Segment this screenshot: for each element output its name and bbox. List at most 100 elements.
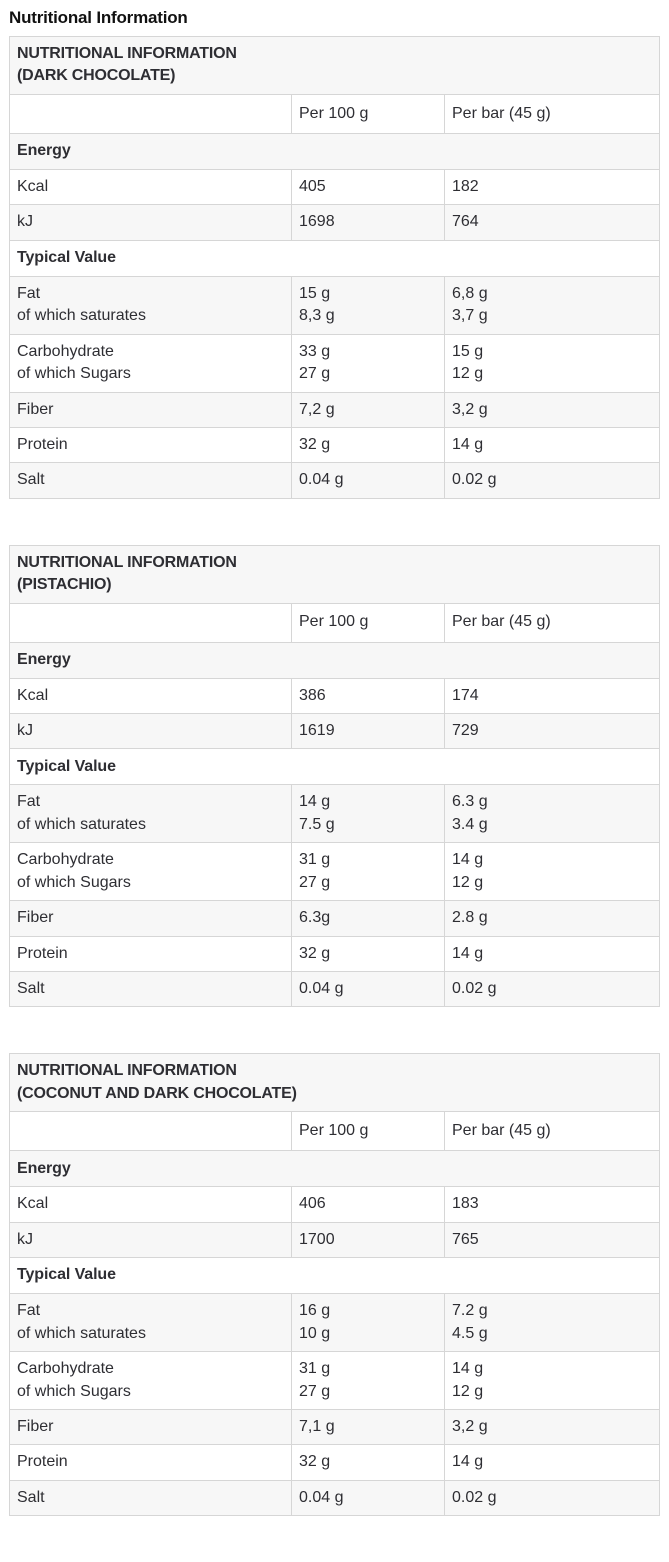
- value-per-100g: 0.04 g: [291, 971, 445, 1008]
- row-label: Fiber: [9, 391, 292, 428]
- row-label: kJ: [9, 712, 292, 750]
- value-per-bar: 2.8 g: [443, 900, 661, 937]
- table-row: Carbohydrate of which Sugars 33 g 27 g 1…: [9, 333, 661, 393]
- value-per-100g: 32 g: [291, 426, 445, 464]
- value-per-100g: 406: [291, 1186, 445, 1223]
- section-row-typical-value: Typical Value: [8, 1257, 661, 1295]
- value-per-bar: 3,2 g: [443, 1409, 661, 1446]
- nutrition-page: Nutritional Information NUTRITIONAL INFO…: [8, 8, 661, 1517]
- value-per-bar: 3,2 g: [443, 391, 661, 428]
- nutrition-table-dark-chocolate: NUTRITIONAL INFORMATION (DARK CHOCOLATE)…: [8, 36, 661, 499]
- row-label: Fiber: [9, 900, 292, 937]
- row-label: Fiber: [9, 1409, 292, 1446]
- row-label: Kcal: [9, 1186, 292, 1223]
- value-per-bar: 182: [443, 168, 661, 206]
- table-title-row: NUTRITIONAL INFORMATION (COCONUT AND DAR…: [8, 1053, 661, 1113]
- value-per-bar: 14 g: [443, 426, 661, 464]
- value-per-bar: 765: [443, 1221, 661, 1259]
- column-header-empty: [9, 602, 292, 643]
- column-header-per-100g: Per 100 g: [291, 602, 445, 643]
- column-header-empty: [9, 93, 292, 134]
- value-per-bar: 764: [443, 204, 661, 241]
- row-label: Protein: [9, 1444, 292, 1481]
- value-per-100g: 32 g: [291, 1444, 445, 1481]
- row-label: Fat of which saturates: [9, 275, 292, 335]
- value-per-100g: 0.04 g: [291, 462, 445, 499]
- section-row-typical-value: Typical Value: [8, 239, 661, 277]
- value-per-100g: 386: [291, 677, 445, 714]
- column-header-row: Per 100 g Per bar (45 g): [9, 93, 661, 134]
- value-per-bar: 15 g 12 g: [443, 333, 661, 393]
- table-row: Protein 32 g 14 g: [9, 935, 661, 973]
- value-per-bar: 0.02 g: [443, 462, 661, 499]
- table-row: Fiber 7,1 g 3,2 g: [9, 1409, 661, 1446]
- section-header-energy: Energy: [8, 132, 661, 170]
- table-row: Fat of which saturates 16 g 10 g 7.2 g 4…: [9, 1293, 661, 1353]
- value-per-100g: 32 g: [291, 935, 445, 973]
- value-per-100g: 7,2 g: [291, 391, 445, 428]
- value-per-100g: 31 g 27 g: [291, 842, 445, 902]
- value-per-bar: 0.02 g: [443, 1479, 661, 1517]
- table-row: Fiber 6.3g 2.8 g: [9, 900, 661, 937]
- column-header-row: Per 100 g Per bar (45 g): [9, 1111, 661, 1152]
- table-title: NUTRITIONAL INFORMATION (DARK CHOCOLATE): [8, 36, 661, 95]
- value-per-100g: 405: [291, 168, 445, 206]
- column-header-empty: [9, 1111, 292, 1152]
- value-per-bar: 6,8 g 3,7 g: [443, 275, 661, 335]
- nutrition-table-coconut-dark-chocolate: NUTRITIONAL INFORMATION (COCONUT AND DAR…: [8, 1053, 661, 1517]
- value-per-100g: 1619: [291, 712, 445, 750]
- value-per-bar: 14 g 12 g: [443, 1351, 661, 1411]
- table-row: kJ 1619 729: [9, 712, 661, 750]
- column-header-per-bar: Per bar (45 g): [443, 1111, 661, 1152]
- column-header-row: Per 100 g Per bar (45 g): [9, 602, 661, 643]
- table-row: Kcal 406 183: [9, 1186, 661, 1223]
- table-row: Salt 0.04 g 0.02 g: [9, 1479, 661, 1517]
- table-row: Fiber 7,2 g 3,2 g: [9, 391, 661, 428]
- value-per-100g: 1700: [291, 1221, 445, 1259]
- row-label: Kcal: [9, 168, 292, 206]
- column-header-per-100g: Per 100 g: [291, 1111, 445, 1152]
- value-per-100g: 14 g 7.5 g: [291, 784, 445, 844]
- value-per-100g: 7,1 g: [291, 1409, 445, 1446]
- section-row-energy: Energy: [8, 1150, 661, 1188]
- table-title-row: NUTRITIONAL INFORMATION (DARK CHOCOLATE): [8, 36, 661, 95]
- value-per-bar: 0.02 g: [443, 971, 661, 1008]
- row-label: Salt: [9, 462, 292, 499]
- table-row: kJ 1698 764: [9, 204, 661, 241]
- table-row: Protein 32 g 14 g: [9, 426, 661, 464]
- table-row: Fat of which saturates 14 g 7.5 g 6.3 g …: [9, 784, 661, 844]
- table-row: kJ 1700 765: [9, 1221, 661, 1259]
- value-per-100g: 1698: [291, 204, 445, 241]
- section-header-typical-value: Typical Value: [8, 748, 661, 786]
- row-label: kJ: [9, 1221, 292, 1259]
- value-per-bar: 6.3 g 3.4 g: [443, 784, 661, 844]
- section-row-typical-value: Typical Value: [8, 748, 661, 786]
- row-label: Carbohydrate of which Sugars: [9, 842, 292, 902]
- row-label: Carbohydrate of which Sugars: [9, 333, 292, 393]
- row-label: Fat of which saturates: [9, 1293, 292, 1353]
- nutrition-table-pistachio: NUTRITIONAL INFORMATION (PISTACHIO) Per …: [8, 544, 661, 1008]
- row-label: Protein: [9, 935, 292, 973]
- table-title-row: NUTRITIONAL INFORMATION (PISTACHIO): [8, 544, 661, 604]
- value-per-100g: 33 g 27 g: [291, 333, 445, 393]
- value-per-bar: 174: [443, 677, 661, 714]
- table-row: Protein 32 g 14 g: [9, 1444, 661, 1481]
- section-header-energy: Energy: [8, 641, 661, 679]
- table-row: Kcal 405 182: [9, 168, 661, 206]
- page-title: Nutritional Information: [9, 8, 188, 27]
- column-header-per-bar: Per bar (45 g): [443, 602, 661, 643]
- section-row-energy: Energy: [8, 132, 661, 170]
- table-row: Carbohydrate of which Sugars 31 g 27 g 1…: [9, 1351, 661, 1411]
- table-title: NUTRITIONAL INFORMATION (COCONUT AND DAR…: [8, 1053, 661, 1113]
- table-row: Salt 0.04 g 0.02 g: [9, 462, 661, 499]
- value-per-100g: 6.3g: [291, 900, 445, 937]
- table-row: Kcal 386 174: [9, 677, 661, 714]
- table-row: Fat of which saturates 15 g 8,3 g 6,8 g …: [9, 275, 661, 335]
- value-per-bar: 14 g: [443, 1444, 661, 1481]
- row-label: kJ: [9, 204, 292, 241]
- value-per-bar: 183: [443, 1186, 661, 1223]
- value-per-100g: 0.04 g: [291, 1479, 445, 1517]
- row-label: Carbohydrate of which Sugars: [9, 1351, 292, 1411]
- row-label: Salt: [9, 971, 292, 1008]
- value-per-bar: 14 g: [443, 935, 661, 973]
